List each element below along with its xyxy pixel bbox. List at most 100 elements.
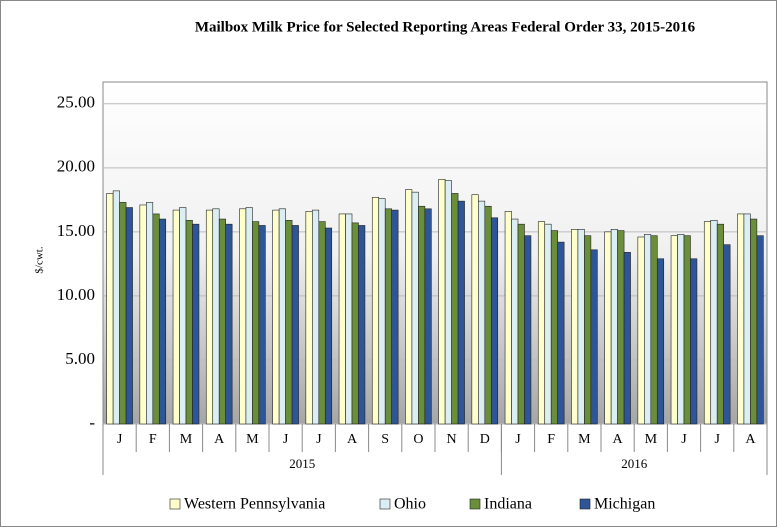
bar xyxy=(444,180,452,425)
bar xyxy=(218,218,226,425)
bar xyxy=(511,218,519,425)
bar xyxy=(358,225,366,425)
y-tick-label: 15.00 xyxy=(57,221,95,240)
x-tick-label: F xyxy=(547,432,555,447)
bar xyxy=(146,202,154,425)
bar xyxy=(371,196,380,425)
bar xyxy=(471,194,479,425)
x-tick-label: J xyxy=(681,432,687,447)
x-tick-label: A xyxy=(745,432,756,447)
bar xyxy=(438,179,446,425)
bar xyxy=(305,211,313,425)
bar xyxy=(139,204,147,425)
bar xyxy=(258,225,266,425)
bar xyxy=(656,258,665,425)
bar xyxy=(737,213,745,425)
bar xyxy=(703,221,712,425)
bar xyxy=(345,213,353,425)
x-tick-label: A xyxy=(347,432,358,447)
bar xyxy=(637,236,645,425)
bar xyxy=(185,220,193,425)
bar xyxy=(610,229,618,425)
bar xyxy=(716,223,724,425)
bar xyxy=(544,223,552,425)
bar xyxy=(571,229,579,425)
bar xyxy=(517,223,525,425)
bar xyxy=(106,193,114,425)
bar xyxy=(119,202,127,425)
x-tick-label: S xyxy=(381,432,389,447)
y-tick-label: - xyxy=(89,413,95,432)
bar xyxy=(152,213,160,425)
legend-swatch xyxy=(579,498,591,510)
bar xyxy=(710,220,718,425)
x-tick-label: N xyxy=(447,432,457,447)
bar xyxy=(418,205,426,425)
bar xyxy=(245,207,253,425)
legend-label: Indiana xyxy=(484,496,532,513)
x-tick-label: J xyxy=(714,432,720,447)
legend-label: Western Pennsylvania xyxy=(184,496,325,513)
bar xyxy=(478,200,486,425)
bar xyxy=(756,235,764,425)
legend-label: Ohio xyxy=(394,496,426,513)
bar xyxy=(650,235,658,425)
x-tick-label: M xyxy=(645,432,658,447)
bar xyxy=(590,249,598,425)
chart-title: Mailbox Milk Price for Selected Reportin… xyxy=(195,19,696,35)
x-tick-label: D xyxy=(480,432,490,447)
bar xyxy=(179,207,187,425)
bar xyxy=(524,235,532,425)
bar xyxy=(384,208,392,425)
bar xyxy=(451,193,459,425)
bar xyxy=(391,209,399,425)
bar xyxy=(212,208,220,425)
y-tick-label: 20.00 xyxy=(57,157,95,176)
bar xyxy=(112,190,120,425)
bar xyxy=(378,198,386,425)
x-tick-label: J xyxy=(515,432,521,447)
bar xyxy=(272,209,280,425)
bar xyxy=(550,230,558,425)
bar xyxy=(225,223,233,425)
group-label: 2015 xyxy=(289,456,315,471)
bar xyxy=(677,234,685,425)
bar xyxy=(239,208,247,425)
legend-label: Michigan xyxy=(594,496,655,513)
bar xyxy=(205,209,214,425)
bar xyxy=(623,252,631,425)
y-tick-label: 5.00 xyxy=(65,349,95,368)
bar xyxy=(252,221,260,425)
bar xyxy=(750,218,758,425)
bar xyxy=(324,227,333,425)
bar xyxy=(291,225,299,425)
y-axis-label: $/cwt. xyxy=(34,246,46,273)
bar xyxy=(351,222,359,425)
bar xyxy=(424,208,432,425)
group-label: 2016 xyxy=(621,456,648,471)
bar xyxy=(537,221,546,425)
bar xyxy=(584,235,592,425)
bar xyxy=(405,189,413,425)
bar xyxy=(125,207,133,425)
x-tick-label: A xyxy=(613,432,624,447)
bar xyxy=(457,200,465,425)
bar xyxy=(318,221,326,425)
bar xyxy=(285,220,293,425)
plot-area xyxy=(102,81,768,425)
bar xyxy=(644,234,652,425)
bar xyxy=(158,218,167,425)
bar xyxy=(192,223,200,425)
bar xyxy=(504,211,512,425)
bar xyxy=(411,191,419,425)
bar xyxy=(690,258,698,425)
bar xyxy=(577,229,585,425)
bar xyxy=(617,230,625,425)
bar xyxy=(557,241,565,425)
x-tick-label: O xyxy=(413,432,423,447)
y-tick-label: 25.00 xyxy=(57,93,95,112)
x-tick-label: M xyxy=(578,432,591,447)
x-tick-label: M xyxy=(180,432,193,447)
bar xyxy=(723,244,731,425)
